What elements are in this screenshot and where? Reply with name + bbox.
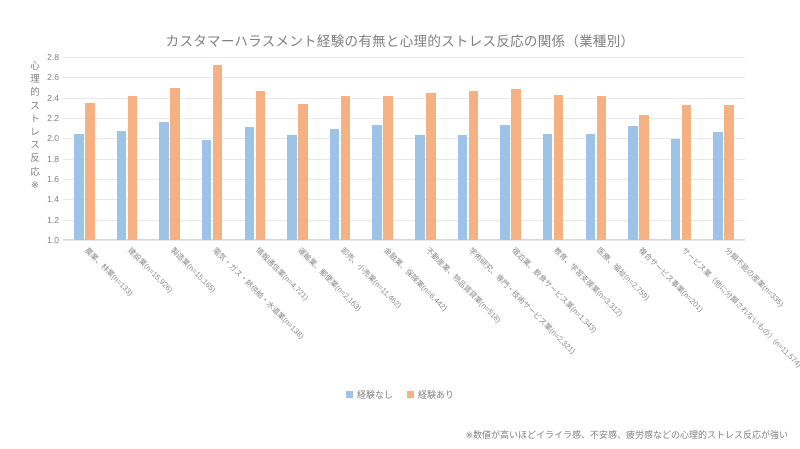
bar (340, 95, 351, 240)
bar (85, 102, 95, 240)
x-axis-category-label: 建設業(n=15,926) (125, 245, 175, 295)
gridline (63, 97, 745, 99)
x-axis-category-label: 複合サービス事業(n=201) (637, 245, 706, 314)
bar (500, 125, 510, 240)
gridline (63, 118, 745, 119)
y-axis-title-char: 理 (30, 74, 40, 86)
y-axis-title-char: レ (30, 127, 40, 139)
chart-legend: 経験なし 経験あり (0, 388, 800, 401)
gridline (63, 57, 745, 58)
bar (244, 127, 255, 240)
y-axis-title-char: 応 (30, 166, 40, 178)
legend-item[interactable]: 経験あり (407, 388, 454, 401)
bar (170, 87, 180, 240)
bar (255, 90, 266, 240)
y-axis-title-char: ス (30, 140, 40, 152)
bar (372, 125, 382, 240)
bar (74, 134, 84, 240)
x-axis-category-label: 宿泊業、飲食サービス業(n=1,343) (509, 245, 599, 335)
bar (159, 122, 169, 240)
y-axis-tick-label: 2.0 (47, 133, 59, 144)
y-axis-title-char: 反 (30, 153, 40, 165)
x-axis-category-label: 金融業、保険業(n=6,442) (381, 245, 449, 313)
x-axis-category-label: 教育、学習支援業(n=3,312) (552, 245, 625, 319)
legend-item[interactable]: 経験なし (345, 388, 393, 401)
chart-footnote: ※数値が高いほどイライラ感、不安感、疲労感などの心理的ストレス反応が強い (465, 430, 788, 440)
bar (127, 95, 138, 240)
bar (298, 103, 308, 240)
y-axis-title-char: ト (30, 113, 40, 125)
y-axis-title-char: 心 (30, 61, 40, 72)
x-axis-category-label: 学術研究、専門・技術サービス業(n=2,321) (466, 245, 577, 356)
bar (468, 90, 479, 240)
bar (670, 139, 681, 240)
y-axis-tick-label: 2.8 (47, 52, 59, 62)
y-axis-tick-label: 1.8 (47, 153, 59, 164)
y-axis-tick-label: 1.6 (47, 174, 59, 184)
plot-area (63, 57, 745, 241)
y-axis-title-char: 的 (30, 87, 40, 99)
bar (628, 126, 638, 240)
gridline (63, 199, 745, 201)
bar (724, 104, 734, 240)
y-axis-tick-labels: 2.8 2.6 2.4 2.2 2.0 1.8 1.6 1.4 1.2 1.0 (33, 52, 59, 245)
bar (287, 135, 297, 240)
bar (553, 94, 564, 240)
x-axis-category-label: 情報通信業(n=4,721) (253, 245, 311, 303)
bar (585, 134, 596, 240)
y-axis-tick-label: 2.4 (47, 92, 59, 103)
gridline (63, 179, 745, 180)
x-axis-category-label: 不動産業、物品賃貸業(n=518) (424, 245, 503, 325)
bar (713, 132, 723, 240)
legend-label: 経験なし (356, 390, 393, 400)
bar (542, 134, 553, 240)
y-axis-title-char: ※ (31, 179, 39, 191)
gridline (63, 219, 745, 221)
legend-label: 経験あり (418, 390, 455, 400)
bar (201, 140, 212, 240)
x-axis-category-label: 電気・ガス・熱供給・水道業(n=138) (211, 245, 306, 341)
bar (116, 131, 127, 240)
bar (511, 88, 521, 240)
bar (383, 95, 393, 240)
x-axis-line (63, 239, 745, 240)
gridline (63, 77, 745, 79)
x-axis-category-label: 製造業(n=15,165) (168, 245, 218, 295)
bar (329, 129, 340, 240)
gridline (63, 158, 745, 160)
x-axis-category-label: 農業、林業(n=133) (83, 245, 136, 298)
bar (596, 95, 607, 240)
x-axis-category-label: 運輸業、郵便業(n=2,163) (296, 245, 364, 313)
bar (639, 114, 649, 240)
x-axis-category-label: サービス業（他に分類されないもの）(n=11,574) (679, 245, 800, 370)
bar (457, 135, 468, 240)
y-axis-title: 心理的ストレス反応 ※ (27, 60, 43, 192)
bar (681, 104, 692, 240)
bar (415, 135, 425, 240)
y-axis-tick-label: 1.0 (47, 235, 59, 245)
y-axis-tick-label: 1.2 (47, 214, 59, 225)
legend-swatch-icon (407, 391, 414, 398)
x-axis-category-label: 分類不能の産業(n=335) (722, 245, 786, 309)
y-axis-title-char: ス (30, 100, 40, 112)
gridline (63, 138, 745, 140)
y-axis-tick-label: 2.2 (47, 113, 59, 123)
y-axis-tick-label: 2.6 (47, 72, 59, 83)
legend-swatch-icon (345, 391, 353, 398)
bar (426, 92, 436, 240)
x-axis-category-label: 卸売、小売業(n=11,462) (338, 245, 404, 311)
chart-title: カスタマーハラスメント経験の有無と心理的ストレス反応の関係（業種別） (165, 34, 635, 49)
y-axis-tick-label: 1.4 (47, 194, 59, 205)
gridline (63, 240, 745, 241)
bar (212, 65, 223, 240)
x-axis-category-label: 医療、福祉(n=2,759) (594, 245, 652, 303)
